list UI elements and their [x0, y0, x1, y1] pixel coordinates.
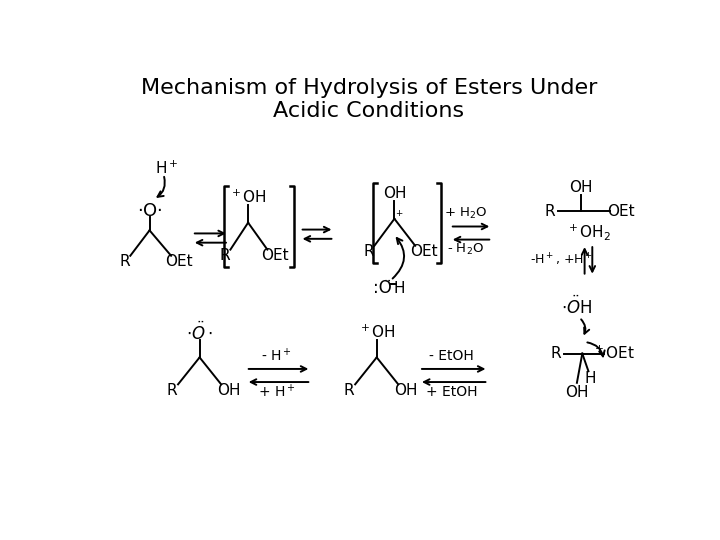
Text: $\cdot$O$\cdot$: $\cdot$O$\cdot$	[137, 202, 163, 220]
Text: OH: OH	[382, 186, 406, 201]
Text: R: R	[544, 204, 555, 219]
Text: - EtOH: - EtOH	[429, 349, 474, 363]
Text: H$^+$: H$^+$	[155, 160, 179, 178]
Text: + H$_2$O: + H$_2$O	[444, 206, 487, 221]
Text: $^+$OH: $^+$OH	[229, 188, 267, 206]
Text: OH: OH	[569, 180, 593, 195]
Text: - H$^+$: - H$^+$	[261, 347, 292, 365]
Text: OEt: OEt	[410, 245, 438, 259]
Text: OH: OH	[565, 384, 589, 400]
Text: - H$_2$O: - H$_2$O	[446, 242, 484, 257]
Text: OEt: OEt	[165, 254, 193, 268]
Text: H: H	[584, 372, 595, 387]
Text: + H$^+$: + H$^+$	[258, 383, 295, 401]
Text: R: R	[166, 383, 177, 398]
Text: Mechanism of Hydrolysis of Esters Under: Mechanism of Hydrolysis of Esters Under	[141, 78, 597, 98]
Text: R: R	[343, 383, 354, 398]
Text: -H$^+$, +H$^+$: -H$^+$, +H$^+$	[530, 252, 593, 268]
Text: OEt: OEt	[607, 204, 634, 219]
Text: $\cdot\ddot{O}\cdot$: $\cdot\ddot{O}\cdot$	[186, 322, 213, 344]
Text: Acidic Conditions: Acidic Conditions	[274, 101, 464, 121]
Text: R: R	[551, 346, 562, 361]
Text: R: R	[364, 245, 374, 259]
Text: $^+$OH$_2$: $^+$OH$_2$	[566, 222, 611, 242]
Text: H: H	[393, 281, 405, 295]
Text: R: R	[220, 248, 230, 264]
Text: R: R	[120, 254, 130, 268]
Text: $^+$OEt: $^+$OEt	[592, 345, 634, 362]
Text: :Ö: :Ö	[373, 279, 392, 297]
Text: $^+$OH: $^+$OH	[358, 324, 395, 341]
Text: OH: OH	[217, 383, 240, 398]
Text: $^+$: $^+$	[394, 210, 404, 223]
Text: $\cdot\ddot{O}$H: $\cdot\ddot{O}$H	[562, 296, 593, 319]
Text: OH: OH	[395, 383, 418, 398]
Text: OEt: OEt	[261, 248, 289, 264]
Text: + EtOH: + EtOH	[426, 385, 477, 399]
